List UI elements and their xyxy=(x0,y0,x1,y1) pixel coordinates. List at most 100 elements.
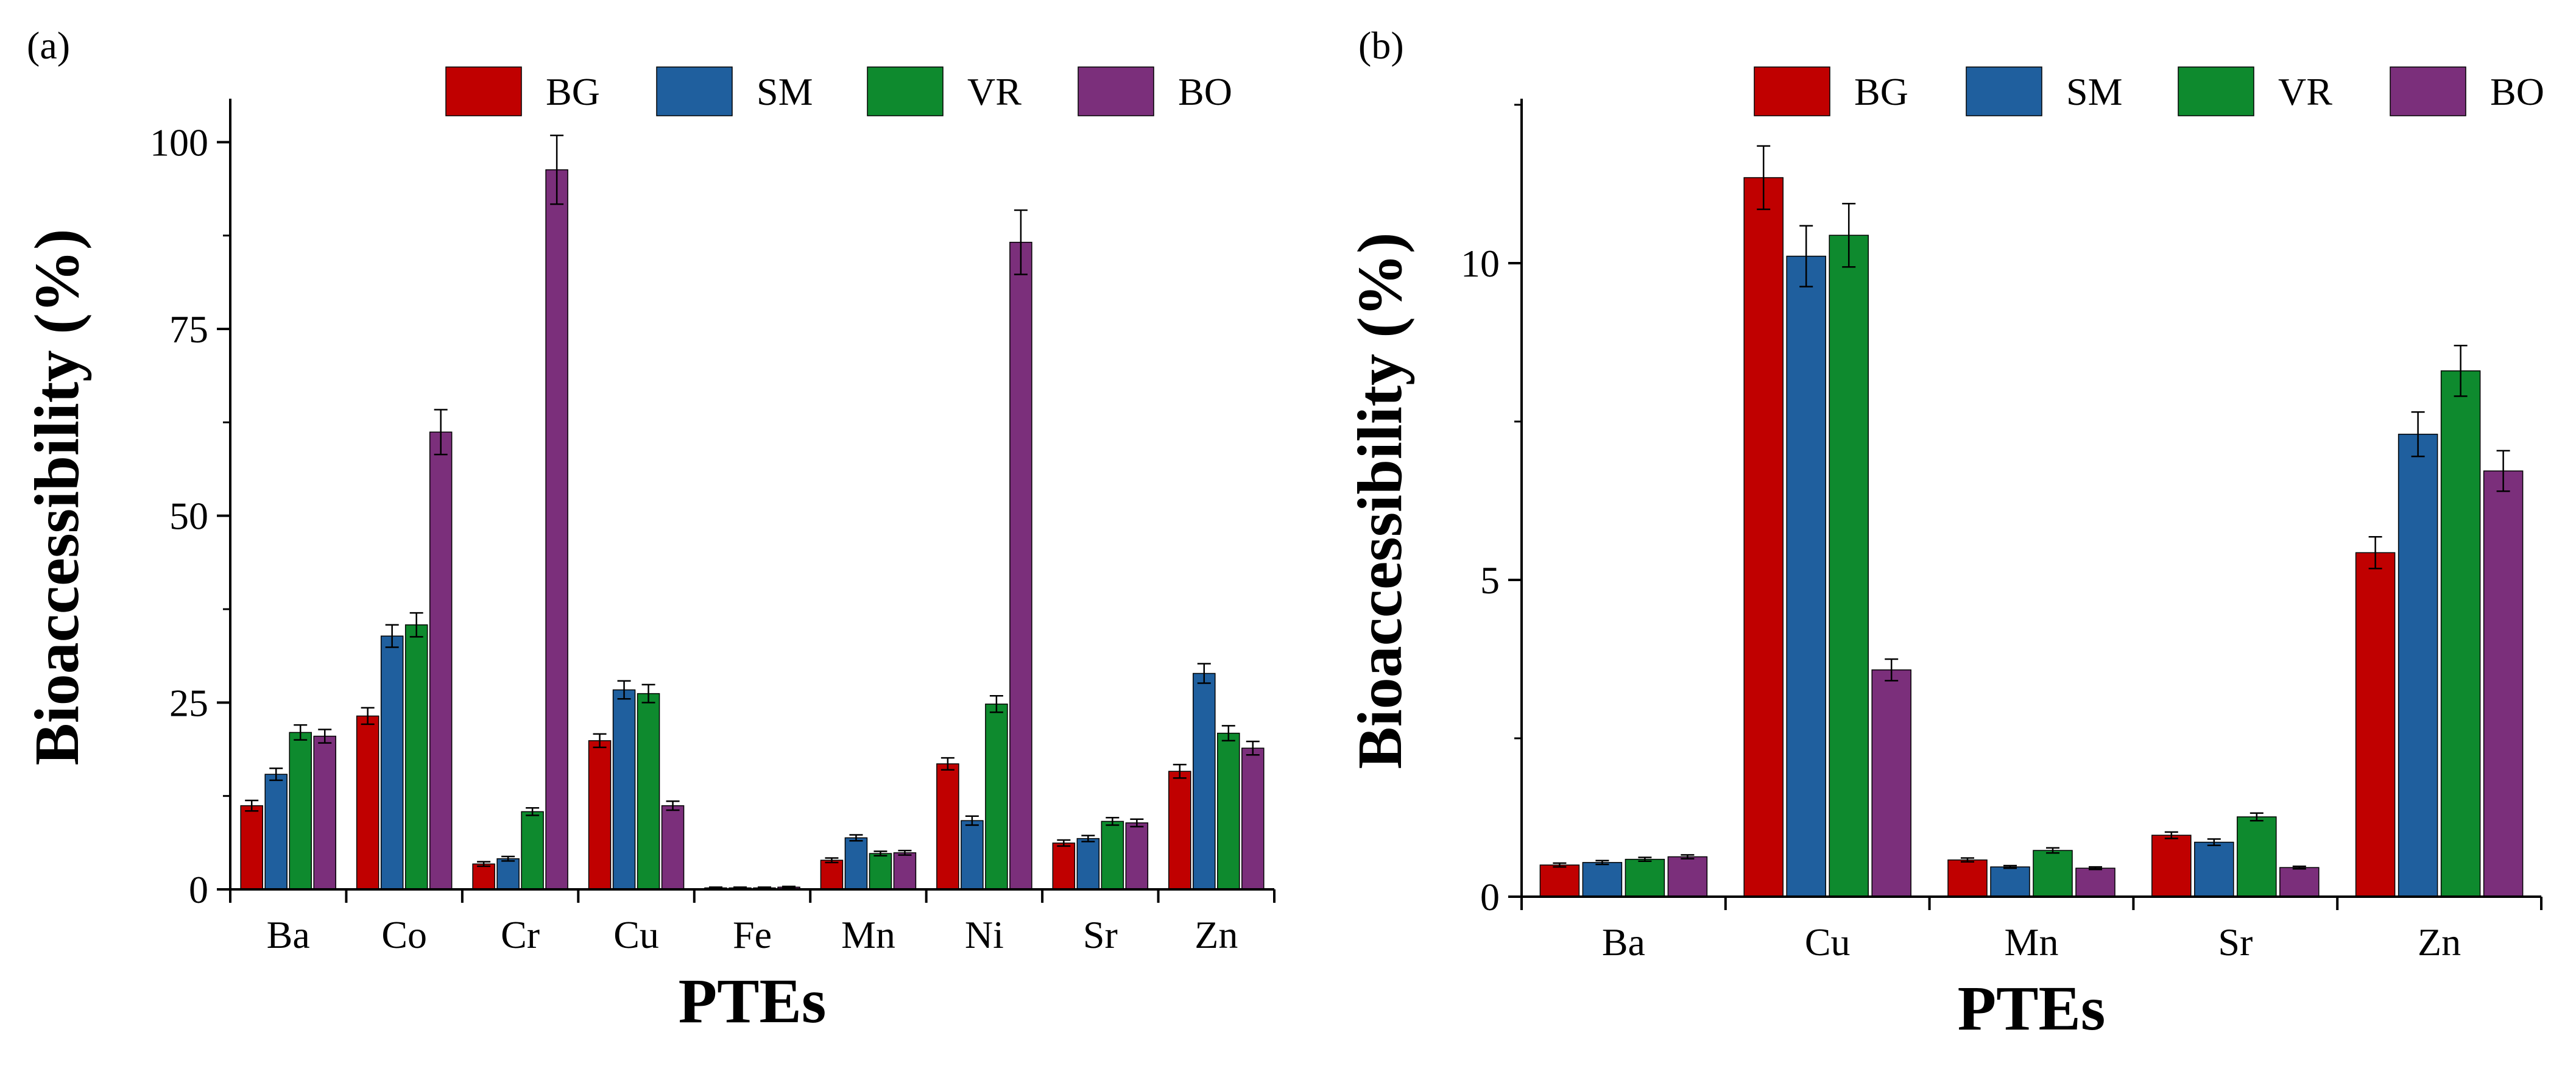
bar-vr-mn xyxy=(2033,850,2073,897)
bar-bo-sr xyxy=(2279,867,2320,897)
panel-a: (a) 0 25 50 75 100 Ba Co Cr Cu Fe Mn Ni Sr Zn PTEs Bioac… xyxy=(22,24,1276,1036)
y-tick-label: 0 xyxy=(189,868,208,911)
bar-vr-zn xyxy=(1217,732,1240,890)
bar-bo-zn xyxy=(2483,470,2524,897)
bar-bo-cr xyxy=(545,169,568,890)
bar-sm-sr xyxy=(1076,838,1100,890)
bar-bo-ba xyxy=(313,735,336,890)
legend-label-vr: VR xyxy=(967,70,1022,113)
legend-label-sm: SM xyxy=(757,70,813,113)
bar-bg-zn xyxy=(1168,771,1191,890)
bar-bg-mn xyxy=(1947,859,1988,897)
x-tick-label-sr: Sr xyxy=(1083,913,1118,956)
legend-label-vr: VR xyxy=(2278,70,2332,113)
x-tick-label-mn: Mn xyxy=(841,913,895,956)
x-axis-title: PTEs xyxy=(1958,973,2106,1043)
bar-bo-ni xyxy=(1009,241,1032,890)
bar-sm-sr xyxy=(2194,841,2234,897)
x-tick-label-co: Co xyxy=(381,913,427,956)
bar-vr-zn xyxy=(2440,370,2481,897)
y-axis-title: Bioaccessibility (%) xyxy=(22,228,92,765)
bar-vr-ba xyxy=(1625,858,1665,897)
x-tick-label-ba: Ba xyxy=(1602,920,1645,964)
bar-vr-ni xyxy=(985,704,1008,890)
legend-label-bo: BO xyxy=(1178,70,1232,113)
bar-sm-mn xyxy=(1990,866,2030,897)
y-tick-label: 0 xyxy=(1480,875,1500,919)
bar-vr-sr xyxy=(1101,821,1124,890)
bar-bg-ni xyxy=(936,763,959,890)
legend-swatch-vr xyxy=(2178,66,2254,116)
bar-sm-cu xyxy=(612,689,636,890)
x-tick-label-sr: Sr xyxy=(2218,920,2253,964)
bar-bg-mn xyxy=(820,860,844,890)
x-tick-label-zn: Zn xyxy=(2418,920,2461,964)
panel-label: (b) xyxy=(1358,24,1404,67)
bar-vr-cu xyxy=(637,693,660,890)
y-tick-label: 25 xyxy=(169,681,208,724)
y-tick-label: 100 xyxy=(150,121,208,164)
bar-sm-ba xyxy=(1582,862,1623,897)
y-tick-label: 5 xyxy=(1480,559,1500,602)
legend-swatch-vr xyxy=(867,66,944,116)
bar-vr-sr xyxy=(2237,816,2277,897)
bar-sm-zn xyxy=(2398,434,2438,897)
x-tick-label-ba: Ba xyxy=(267,913,310,956)
bar-bg-sr xyxy=(1052,842,1076,890)
bar-bg-ba xyxy=(1539,864,1580,897)
x-tick-label-zn: Zn xyxy=(1194,913,1238,956)
bar-bg-sr xyxy=(2151,835,2192,897)
bar-vr-mn xyxy=(869,853,892,890)
legend-label-bg: BG xyxy=(1854,70,1908,113)
x-tick-label-cr: Cr xyxy=(501,913,540,956)
bar-sm-ni xyxy=(961,820,984,890)
bar-sm-cu xyxy=(1786,255,1826,897)
x-tick-label-mn: Mn xyxy=(2005,920,2059,964)
bar-bo-ba xyxy=(1667,856,1708,897)
bar-vr-ba xyxy=(289,732,312,890)
panel-b: (b) 0 5 10 Ba Cu Mn Sr Zn PTEs Bioaccessibility (%… xyxy=(1345,24,2544,1043)
bar-vr-cu xyxy=(1829,235,1869,897)
legend-swatch-bo xyxy=(2390,66,2466,116)
bar-bg-co xyxy=(356,715,379,890)
bar-bg-ba xyxy=(240,805,263,890)
panel-label: (a) xyxy=(27,24,70,67)
bar-vr-cr xyxy=(521,811,544,890)
bar-bo-cu xyxy=(1871,669,1911,897)
bar-bo-mn xyxy=(2075,867,2115,897)
bar-bo-zn xyxy=(1241,747,1265,890)
bar-sm-co xyxy=(380,635,404,890)
legend-swatch-bo xyxy=(1078,66,1154,116)
y-tick-label: 10 xyxy=(1461,242,1500,285)
x-tick-label-fe: Fe xyxy=(733,913,772,956)
bar-bo-cu xyxy=(661,805,685,890)
bar-bg-cu xyxy=(1743,177,1784,897)
bar-bo-mn xyxy=(893,852,917,890)
bar-sm-cr xyxy=(496,858,520,890)
legend-label-bg: BG xyxy=(546,70,600,113)
legend-swatch-bg xyxy=(1754,66,1830,116)
bar-sm-ba xyxy=(264,774,288,890)
legend-swatch-sm xyxy=(1966,66,2042,116)
x-tick-label-cu: Cu xyxy=(1805,920,1851,964)
legend-swatch-bg xyxy=(445,66,522,116)
bar-sm-mn xyxy=(844,837,868,890)
bar-sm-zn xyxy=(1193,673,1216,890)
x-tick-label-cu: Cu xyxy=(613,913,659,956)
x-tick-label-ni: Ni xyxy=(965,913,1004,956)
bar-vr-co xyxy=(404,624,428,890)
legend-label-bo: BO xyxy=(2490,70,2544,113)
legend-swatch-sm xyxy=(656,66,733,116)
bar-bo-sr xyxy=(1125,822,1149,890)
y-tick-label: 75 xyxy=(169,308,208,351)
bar-bg-cr xyxy=(472,863,495,890)
y-axis-title: Bioaccessibility (%) xyxy=(1345,232,1415,769)
x-axis-title: PTEs xyxy=(679,966,827,1036)
bar-bg-cu xyxy=(588,740,612,890)
y-tick-label: 50 xyxy=(169,495,208,538)
bar-bg-zn xyxy=(2355,552,2396,897)
bar-bo-co xyxy=(429,431,453,890)
legend-label-sm: SM xyxy=(2066,70,2123,113)
